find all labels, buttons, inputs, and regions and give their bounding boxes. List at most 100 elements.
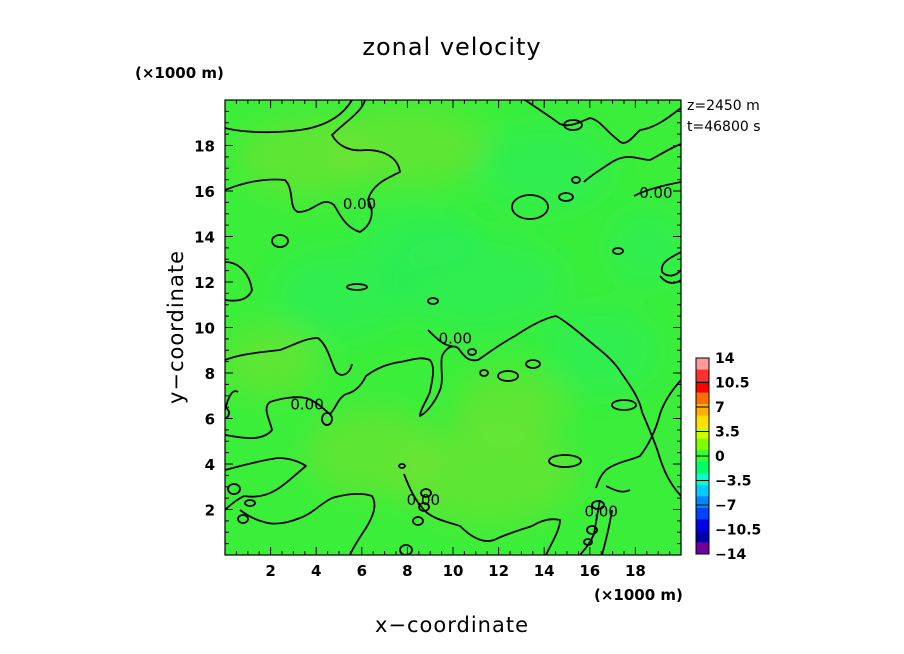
contour-line: [660, 251, 681, 277]
colorbar-segment: [696, 473, 709, 486]
contour-line: [659, 275, 681, 284]
x-tick-label: 4: [311, 562, 321, 580]
colorbar-segment: [696, 461, 709, 474]
colorbar-tick-label: −7: [715, 498, 736, 514]
colorbar-segment: [696, 507, 709, 520]
colorbar-segment: [696, 519, 709, 532]
colorbar-segment: [696, 484, 709, 497]
y-tick-label: 10: [194, 320, 215, 338]
contour-line: [524, 100, 681, 144]
contour-line: [227, 483, 241, 495]
contour-line: [398, 463, 406, 469]
field-patch: [361, 204, 476, 269]
contour-line: [271, 234, 289, 248]
field-patch: [225, 325, 321, 399]
contour-line: [571, 176, 581, 184]
y-tick-label: 12: [194, 274, 215, 292]
field-patch: [304, 407, 442, 499]
colorbar-segment: [696, 404, 709, 416]
colorbar-segment: [696, 438, 709, 451]
contour-line: [591, 500, 605, 510]
contour-line: [237, 514, 249, 524]
contour-line: [563, 119, 583, 131]
contour-line: [633, 181, 681, 197]
contour-label: 0.00: [407, 491, 440, 509]
contour-label: 0.00: [343, 195, 376, 213]
colorbar-segment: [696, 496, 709, 509]
colorbar: 14 10.5 7 3.5 0 −3.5 −7 −10.5 −14: [695, 351, 761, 563]
contour-label: 0.00: [290, 395, 323, 413]
contour-line: [399, 544, 413, 555]
contour-line: [612, 247, 624, 255]
contour-line: [427, 329, 453, 347]
contour-line: [586, 525, 598, 535]
contour-line: [225, 407, 230, 419]
field-shading: [225, 104, 681, 526]
contour-line: [611, 399, 637, 411]
y-axis-label: y−coordinate: [164, 250, 188, 404]
x-tick-label: 12: [488, 562, 509, 580]
contour-line: [420, 488, 432, 498]
colorbar-tick-label: −14: [715, 547, 746, 563]
contour-label: 0.00: [584, 502, 617, 520]
colorbar-segment: [696, 358, 709, 370]
x-tick-label: 10: [443, 562, 464, 580]
colorbar-tick-label: 10.5: [715, 376, 750, 392]
contour-line: [244, 499, 256, 507]
contour-line: [225, 457, 307, 511]
x-tick-label: 6: [357, 562, 367, 580]
colorbar-tick-label: −10.5: [715, 523, 761, 539]
contour-line: [427, 297, 439, 305]
colorbar-tick-label: 0: [715, 449, 725, 465]
x-tick-label: 8: [402, 562, 412, 580]
y-tick-label: 14: [194, 229, 215, 247]
contour-line: [605, 485, 631, 493]
chart-title: zonal velocity: [362, 33, 541, 61]
contour-line: [479, 369, 489, 377]
contour-line: [412, 516, 424, 526]
colorbar-segment: [696, 530, 709, 543]
contour-line: [225, 261, 253, 302]
colorbar-segment: [696, 542, 709, 555]
contour-labels: 0.00 0.00 0.00 0.00 0.00 0.00: [290, 184, 672, 521]
colorbar-segment: [696, 415, 709, 428]
axis-tick-labels: 2 4 6 8 10 12 14 16 18 2 4 6 8 10 12 14 16 18: [194, 138, 646, 581]
contour-line: [511, 194, 549, 220]
contour-line: [346, 283, 368, 291]
contour-line: [418, 502, 430, 512]
field-patch: [327, 104, 488, 187]
x-tick-label: 18: [625, 562, 646, 580]
field-patch: [270, 247, 408, 339]
contour-label: 0.00: [439, 329, 472, 347]
contour-line: [595, 379, 681, 489]
x-axis-label: x−coordinate: [375, 613, 529, 637]
x-tick-label: 14: [534, 562, 555, 580]
colorbar-segment: [696, 427, 709, 440]
y-unit-label: (×1000 m): [135, 64, 224, 82]
field-patch: [453, 370, 567, 444]
colorbar-tick-label: 7: [715, 400, 725, 416]
y-tick-label: 18: [194, 138, 215, 156]
contour-line: [403, 473, 561, 555]
y-tick-label: 8: [205, 365, 215, 383]
contour-line: [583, 538, 593, 546]
contour-label: 0.00: [639, 184, 672, 202]
y-tick-label: 4: [205, 456, 215, 474]
y-tick-label: 6: [205, 411, 215, 429]
x-tick-label: 2: [265, 562, 275, 580]
x-tick-label: 16: [579, 562, 600, 580]
colorbar-segment: [696, 381, 709, 393]
plot-area: 0.00 0.00 0.00 0.00 0.00 0.00: [225, 100, 681, 555]
contour-line: [467, 348, 477, 356]
contour-line: [548, 454, 582, 468]
contour-line: [558, 192, 574, 202]
contour-line: [601, 509, 613, 555]
colorbar-tick-label: 14: [715, 351, 735, 367]
z-annotation: z=2450 m: [687, 98, 760, 114]
zero-contour-lines: [225, 100, 681, 555]
contour-line: [225, 100, 401, 233]
contour-line: [239, 492, 376, 555]
colorbar-segment: [696, 392, 709, 405]
colorbar-tick-label: 3.5: [715, 425, 740, 441]
